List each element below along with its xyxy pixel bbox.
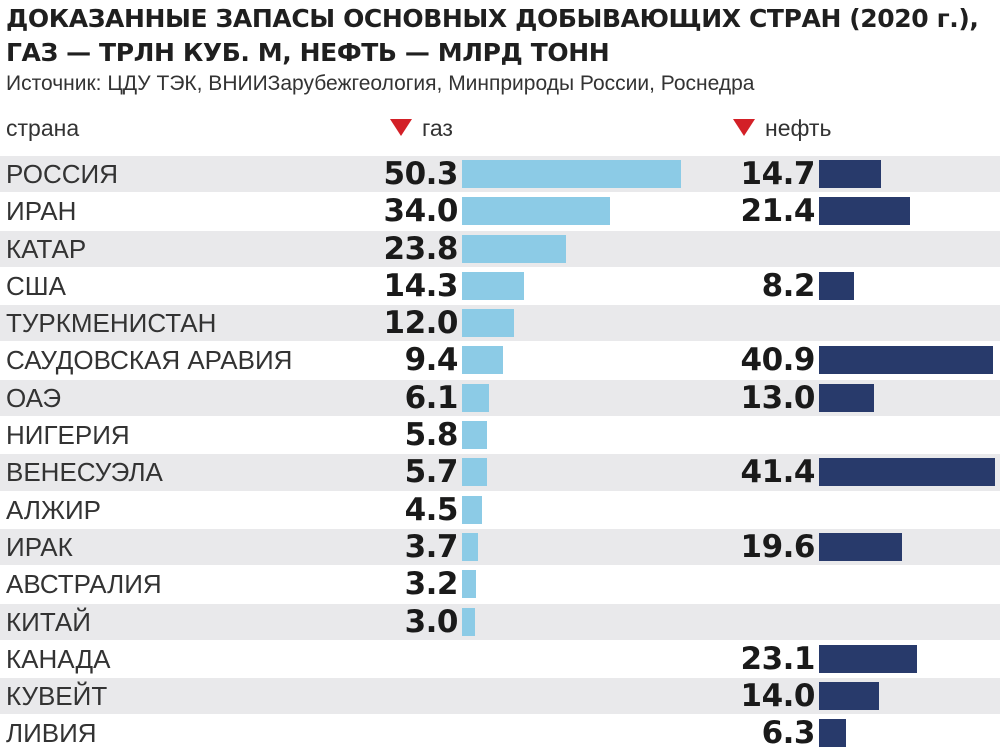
country-label: КИТАЙ [6, 606, 91, 637]
gas-bar [462, 570, 476, 599]
country-label: РОССИЯ [6, 159, 119, 189]
gas-value-label: 4.5 [404, 491, 459, 528]
gas-bar [462, 532, 479, 561]
table-row: КИТАЙ 3.0 [0, 603, 1000, 641]
oil-bar [819, 160, 882, 188]
gas-value-label: 3.0 [404, 603, 459, 640]
oil-value-label: 19.6 [740, 528, 816, 565]
oil-value-label: 23.1 [740, 640, 816, 677]
oil-value-label: 14.7 [740, 156, 816, 192]
gas-bar [462, 309, 515, 338]
country-label: КУВЕЙТ [6, 681, 108, 712]
country-label: США [6, 270, 66, 301]
gas-value-label: 23.8 [383, 230, 459, 267]
sort-triangle-icon [733, 119, 755, 137]
oil-bar [819, 197, 910, 226]
gas-value-label: 14.3 [383, 267, 459, 304]
oil-bar [819, 383, 875, 412]
table-row: АЛЖИР 4.5 [0, 492, 1000, 529]
gas-value-label: 50.3 [383, 156, 459, 192]
gas-value-label: 9.4 [404, 342, 459, 379]
table-row: КАНАДА 23.1 [0, 640, 1000, 679]
gas-bar [462, 346, 503, 375]
gas-bar [462, 234, 566, 263]
oil-value-label: 40.9 [740, 342, 816, 379]
chart-rows: РОССИЯ 50.3 14.7 ИРАН 34.0 21.4 КАТАР 23.8 США 14… [0, 156, 1000, 753]
gas-bar [462, 271, 525, 300]
country-label: САУДОВСКАЯ АРАВИЯ [6, 345, 293, 376]
title-line-1: ДОКАЗАННЫЕ ЗАПАСЫ ОСНОВНЫХ ДОБЫВАЮЩИХ СТ… [6, 4, 979, 33]
table-row: КАТАР 23.8 [0, 230, 1000, 268]
header-oil[interactable]: нефть [733, 113, 831, 143]
gas-bar [462, 421, 488, 450]
gas-bar [462, 495, 482, 524]
oil-bar [819, 719, 846, 748]
oil-bar [819, 532, 903, 561]
table-row: США 14.3 8.2 [0, 267, 1000, 306]
oil-value-label: 8.2 [761, 267, 816, 304]
header-gas[interactable]: газ [390, 113, 453, 143]
country-label: АВСТРАЛИЯ [6, 569, 162, 600]
table-row: ИРАК 3.7 19.6 [0, 528, 1000, 567]
gas-bar [462, 160, 681, 188]
country-label: КАТАР [6, 233, 87, 264]
table-row: ВЕНЕСУЭЛА 5.7 41.4 [0, 454, 1000, 492]
table-row: ТУРКМЕНИСТАН 12.0 [0, 305, 1000, 343]
table-row: КУВЕЙТ 14.0 [0, 678, 1000, 716]
oil-bar [819, 458, 995, 487]
header-country: страна [6, 115, 80, 141]
gas-value-label: 12.0 [383, 305, 459, 342]
oil-value-label: 41.4 [740, 454, 816, 491]
table-row: САУДОВСКАЯ АРАВИЯ 9.4 40.9 [0, 342, 1000, 380]
country-label: ИРАН [6, 196, 77, 227]
table-row: АВСТРАЛИЯ 3.2 [0, 566, 1000, 604]
table-row: ЛИВИЯ 6.3 [0, 715, 1000, 753]
table-row: НИГЕРИЯ 5.8 [0, 417, 1000, 455]
gas-bar [462, 607, 476, 636]
oil-value-label: 14.0 [740, 678, 816, 715]
gas-bar [462, 458, 487, 487]
oil-bar [819, 682, 879, 711]
gas-bar [462, 383, 489, 412]
chart-title: ДОКАЗАННЫЕ ЗАПАСЫ ОСНОВНЫХ ДОБЫВАЮЩИХ СТ… [6, 2, 996, 70]
gas-value-label: 5.7 [404, 454, 459, 491]
gas-value-label: 34.0 [383, 193, 459, 230]
oil-bar [819, 271, 854, 300]
country-label: НИГЕРИЯ [6, 420, 130, 451]
oil-value-label: 13.0 [740, 379, 816, 416]
country-label: ЛИВИЯ [6, 718, 97, 749]
country-label: АЛЖИР [6, 494, 102, 525]
oil-value-label: 6.3 [761, 715, 816, 752]
oil-value-label: 21.4 [740, 193, 816, 230]
gas-bar [462, 197, 611, 226]
gas-value-label: 3.7 [404, 528, 459, 565]
country-label: ИРАК [6, 531, 73, 562]
oil-bar [819, 644, 918, 673]
source-note: Источник: ЦДУ ТЭК, ВНИИЗарубежгеология, … [6, 72, 755, 95]
title-line-2: ГАЗ — ТРЛН КУБ. М, НЕФТЬ — МЛРД ТОНН [6, 38, 610, 67]
header-gas-label: газ [422, 115, 453, 141]
header-oil-label: нефть [765, 115, 832, 141]
gas-value-label: 5.8 [404, 417, 459, 454]
country-label: ТУРКМЕНИСТАН [6, 308, 217, 339]
country-label: ВЕНЕСУЭЛА [6, 457, 163, 488]
table-row: ОАЭ 6.1 13.0 [0, 379, 1000, 418]
oil-bar [819, 346, 993, 375]
country-label: КАНАДА [6, 643, 111, 674]
gas-value-label: 3.2 [404, 566, 459, 603]
country-label: ОАЭ [6, 382, 62, 413]
table-row: ИРАН 34.0 21.4 [0, 193, 1000, 231]
gas-value-label: 6.1 [404, 379, 459, 416]
table-row: РОССИЯ 50.3 14.7 [0, 156, 1000, 194]
sort-triangle-icon [390, 119, 412, 137]
